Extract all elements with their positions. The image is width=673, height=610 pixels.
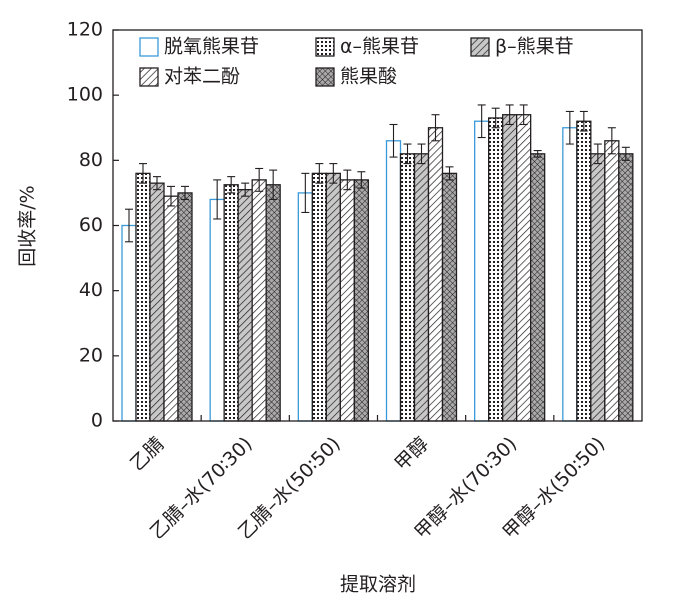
bar	[163, 195, 179, 422]
y-tick-label: 80	[79, 149, 103, 171]
error-bar	[241, 182, 250, 197]
error-bar	[255, 167, 264, 192]
error-bar	[139, 163, 147, 184]
error-bar	[125, 208, 133, 243]
y-tick-label: 60	[79, 214, 103, 236]
bar	[121, 224, 137, 422]
bar	[590, 153, 606, 422]
legend-swatch	[139, 67, 159, 87]
error-bar	[533, 150, 542, 158]
bar	[135, 172, 151, 422]
bar	[251, 179, 267, 422]
error-bar	[431, 114, 440, 142]
error-bar	[565, 110, 574, 145]
legend-swatch	[315, 67, 335, 87]
error-bar	[269, 169, 278, 200]
error-bar	[181, 185, 189, 200]
error-bar	[445, 166, 454, 181]
bar	[311, 172, 327, 422]
bar	[413, 153, 430, 422]
x-tick-label: 甲醇	[391, 433, 433, 475]
bar	[297, 192, 313, 422]
y-tick-label: 120	[67, 19, 103, 41]
plot-frame	[112, 29, 643, 422]
bar	[385, 140, 402, 422]
bar	[209, 198, 225, 422]
bar	[149, 182, 165, 422]
error-bar	[491, 107, 500, 129]
x-tick-label: 乙腈	[126, 433, 168, 475]
bar	[474, 120, 490, 422]
y-tick-label: 100	[67, 84, 103, 106]
bar	[339, 179, 355, 422]
bar	[177, 192, 193, 422]
bar	[618, 153, 634, 422]
y-tick-label: 40	[79, 279, 103, 301]
error-bar	[477, 104, 486, 139]
error-bar	[301, 172, 310, 214]
error-bar	[519, 104, 528, 126]
error-bar	[621, 146, 630, 161]
error-bar	[417, 143, 426, 165]
legend-swatch	[315, 37, 335, 57]
error-bar	[607, 127, 616, 155]
y-tick-label: 20	[79, 344, 103, 366]
error-bar	[167, 185, 175, 207]
legend-label: 熊果酸	[340, 66, 397, 88]
bar	[516, 114, 532, 422]
legend-label: β–熊果苷	[495, 36, 574, 58]
error-bar	[403, 143, 412, 165]
x-axis-label: 提取溶剂	[340, 574, 416, 596]
bar	[488, 117, 504, 422]
error-bar	[357, 171, 366, 189]
bar	[427, 127, 444, 422]
bar	[325, 172, 341, 422]
error-bar	[343, 169, 352, 191]
error-bar	[329, 163, 338, 184]
y-axis-label: 回收率/%	[17, 185, 39, 266]
bar	[530, 153, 546, 422]
error-bar	[593, 143, 602, 165]
legend-swatch	[470, 37, 490, 57]
error-bar	[505, 104, 514, 126]
error-bar	[315, 163, 324, 184]
legend-label: α–熊果苷	[340, 36, 419, 58]
bar	[237, 189, 253, 422]
bar	[353, 179, 369, 422]
error-bar	[389, 123, 398, 158]
legend-label: 对苯二酚	[164, 66, 240, 88]
error-bar	[227, 176, 236, 194]
bar	[502, 114, 518, 422]
error-bar	[579, 110, 588, 132]
bar	[399, 153, 416, 422]
bar	[441, 172, 458, 422]
error-bar	[153, 176, 161, 191]
bar	[576, 120, 592, 422]
error-bar	[213, 179, 222, 220]
bar	[562, 127, 578, 422]
bar	[604, 140, 620, 422]
bar	[265, 184, 281, 422]
legend-label: 脱氧熊果苷	[164, 36, 259, 58]
bar	[223, 184, 239, 422]
legend-swatch	[139, 37, 159, 57]
y-tick-label: 0	[91, 410, 103, 432]
